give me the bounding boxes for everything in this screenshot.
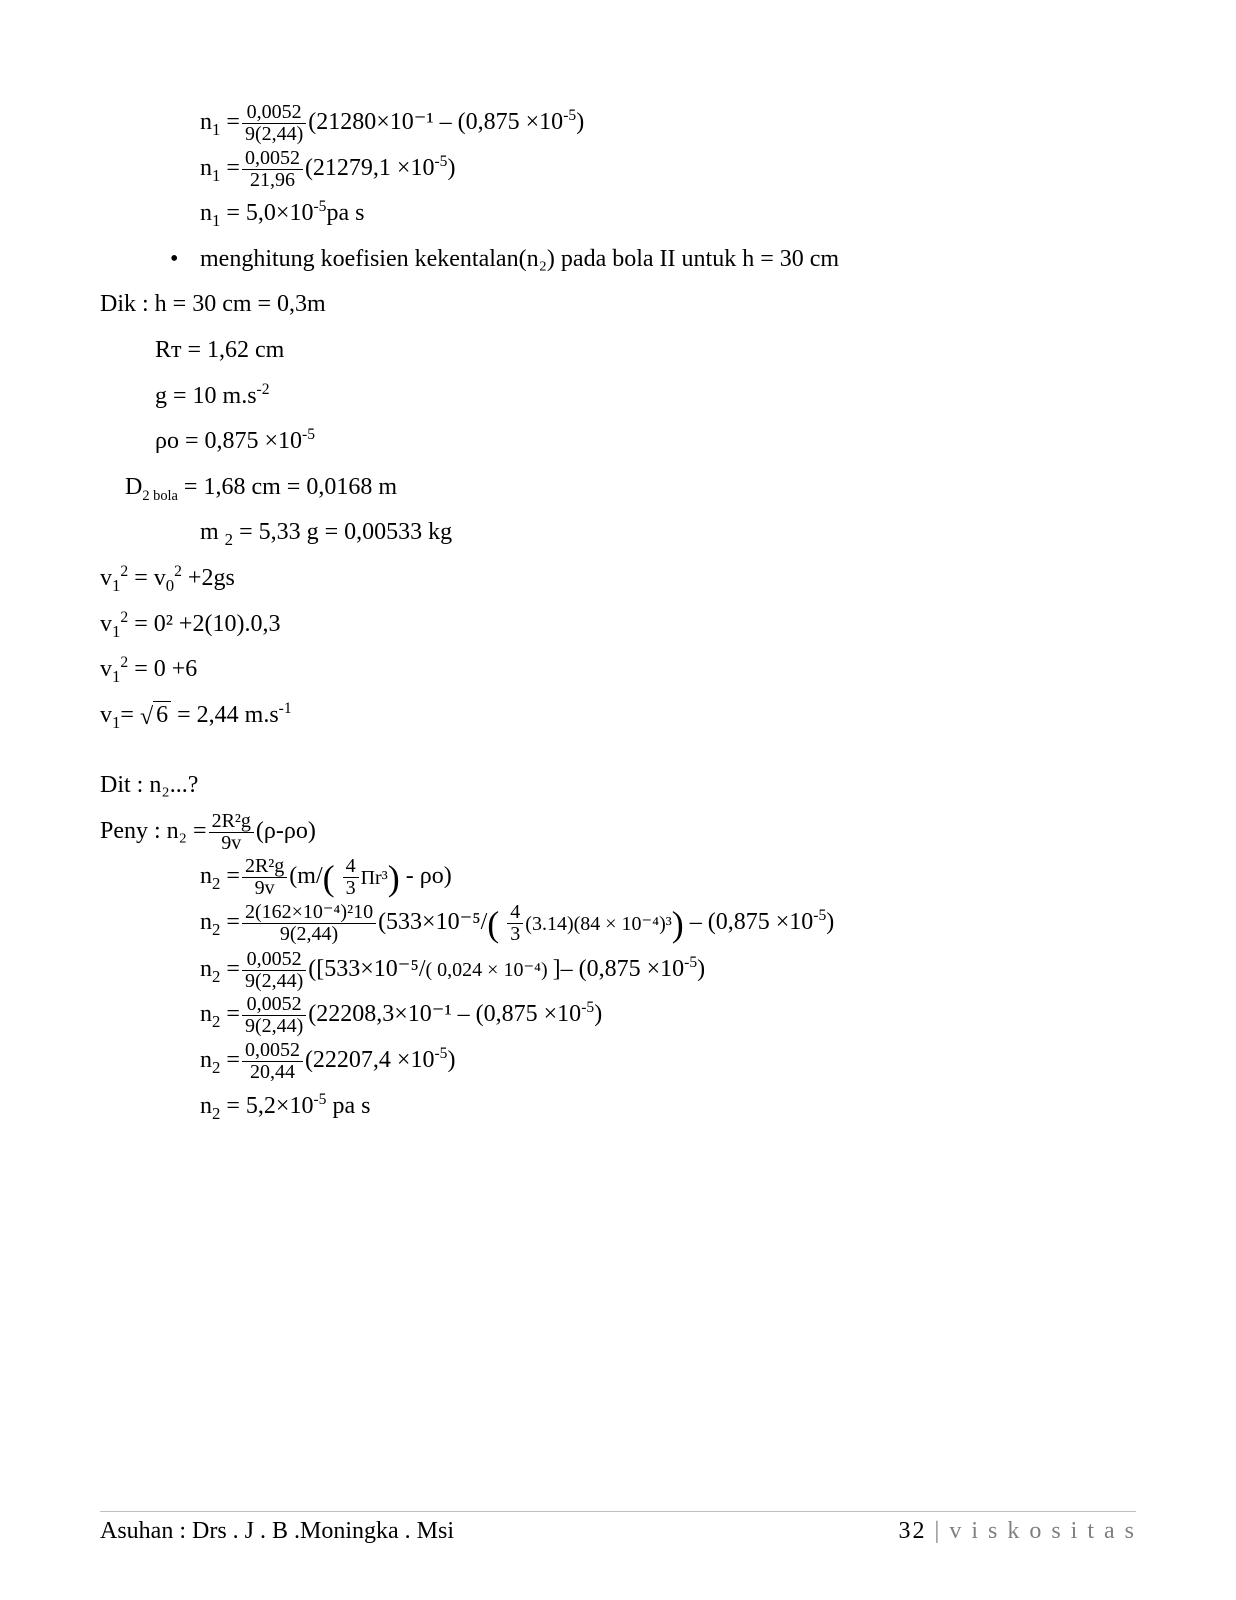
text-line: g = 10 m.s-2 bbox=[100, 374, 1136, 420]
equation-line: n2 = 5,2×10-5 pa s bbox=[100, 1084, 1136, 1130]
eq-text: (3.14)(84 × 10⁻⁴)³ bbox=[525, 905, 671, 943]
fraction-num: 0,0052 bbox=[242, 1040, 303, 1062]
fraction-den: 3 bbox=[507, 924, 523, 945]
text-line: m 2 = 5,33 g = 0,00533 kg bbox=[100, 510, 1136, 556]
fraction-den: 9(2,44) bbox=[242, 124, 306, 145]
equation-line: Peny : n₂ =2R²g9v(ρ-ρo) bbox=[100, 809, 1136, 855]
eq-text: (22208,3×10⁻¹ – (0,875 ×10 bbox=[308, 1001, 581, 1027]
footer-label: | v i s k o s i t a s bbox=[927, 1518, 1136, 1544]
eq-text: ) bbox=[576, 109, 584, 135]
bullet-dot: • bbox=[170, 237, 200, 283]
fraction-den: 20,44 bbox=[242, 1062, 303, 1083]
eq-text: ρo = 0,875 ×10 bbox=[155, 428, 302, 454]
eq-text: ([533×10⁻⁵/ bbox=[308, 956, 425, 982]
exp: -5 bbox=[684, 954, 697, 971]
sqrt: √6 bbox=[140, 693, 171, 739]
equation-line: n1 =0,00529(2,44)(21280×10⁻¹ – (0,875 ×1… bbox=[100, 100, 1136, 146]
equation-line: v12 = v02 +2gs bbox=[100, 556, 1136, 602]
eq-text: = 0 +6 bbox=[134, 656, 197, 682]
fraction-num: 0,0052 bbox=[242, 949, 306, 971]
page-number: 32 bbox=[899, 1518, 927, 1544]
eq-text: (m/ bbox=[289, 863, 322, 889]
fraction-num: 2R²g bbox=[242, 856, 287, 878]
fraction-den: 9(2,44) bbox=[242, 924, 376, 945]
page: n1 =0,00529(2,44)(21280×10⁻¹ – (0,875 ×1… bbox=[0, 0, 1236, 1600]
fraction-den: 9(2,44) bbox=[242, 971, 306, 992]
text-line: Rᴛ = 1,62 cm bbox=[100, 328, 1136, 374]
equation-line: n1 =0,005221,96(21279,1 ×10-5) bbox=[100, 146, 1136, 192]
equation-line: n2 =0,00529(2,44)(22208,3×10⁻¹ – (0,875 … bbox=[100, 992, 1136, 1038]
fraction-num: 4 bbox=[507, 902, 523, 924]
equation-line: v1= √6 = 2,44 m.s-1 bbox=[100, 693, 1136, 739]
eq-text: = 0² +2(10).0,3 bbox=[134, 611, 280, 637]
eq-text: g = 10 m.s bbox=[155, 383, 257, 409]
exp: -5 bbox=[581, 999, 594, 1016]
bullet-text: menghitung koefisien kekentalan(n₂) pada… bbox=[200, 237, 839, 283]
big-paren-group: ( 43Πr³) bbox=[323, 855, 400, 901]
fraction-num: 2R²g bbox=[209, 811, 254, 833]
eq-text: ( 0,024 × 10⁻⁴) bbox=[426, 959, 553, 981]
eq-text: (21280×10⁻¹ – (0,875 ×10 bbox=[308, 109, 563, 135]
text-line: ρo = 0,875 ×10-5 bbox=[100, 419, 1136, 465]
eq-text: ) bbox=[447, 1047, 455, 1073]
bullet-line: • menghitung koefisien kekentalan(n₂) pa… bbox=[100, 237, 1136, 283]
big-paren-group: ( 43(3.14)(84 × 10⁻⁴)³) bbox=[487, 901, 683, 947]
equation-line: v12 = 0 +6 bbox=[100, 647, 1136, 693]
footer-left: Asuhan : Drs . J . B .Moningka . Msi bbox=[100, 1518, 454, 1545]
text-line: Dit : n₂...? bbox=[100, 763, 1136, 809]
equation-line: n2 =2(162×10⁻⁴)²109(2,44)(533×10⁻⁵/( 43(… bbox=[100, 900, 1136, 946]
fraction-den: 3 bbox=[343, 878, 359, 899]
fraction-num: 0,0052 bbox=[242, 994, 306, 1016]
text-line: D2 bola = 1,68 cm = 0,0168 m bbox=[100, 465, 1136, 511]
fraction-den: 9v bbox=[242, 878, 287, 899]
eq-text: (533×10⁻⁵/ bbox=[378, 909, 487, 935]
exp: -2 bbox=[257, 381, 270, 398]
eq-text: ) bbox=[697, 956, 705, 982]
text-line: Dik : h = 30 cm = 0,3m bbox=[100, 282, 1136, 328]
sqrt-val: 6 bbox=[153, 701, 171, 728]
exp: -5 bbox=[302, 426, 315, 443]
exp: -5 bbox=[813, 907, 826, 924]
content: n1 =0,00529(2,44)(21280×10⁻¹ – (0,875 ×1… bbox=[100, 100, 1136, 1129]
eq-text: ) bbox=[447, 155, 455, 181]
fraction-num: 0,0052 bbox=[242, 148, 303, 170]
eq-text: = 5,33 g = 0,00533 kg bbox=[239, 519, 452, 545]
exp: -5 bbox=[434, 1045, 447, 1062]
fraction-den: 21,96 bbox=[242, 170, 303, 191]
eq-text: = 2,44 m.s bbox=[171, 702, 279, 728]
fraction-den: 9(2,44) bbox=[242, 1016, 306, 1037]
eq-text: Πr³ bbox=[361, 859, 388, 897]
fraction-den: 9v bbox=[209, 833, 254, 854]
equation-line: n2 =0,00529(2,44)([533×10⁻⁵/( 0,024 × 10… bbox=[100, 947, 1136, 993]
fraction-num: 4 bbox=[343, 856, 359, 878]
eq-text: Peny : n₂ = bbox=[100, 818, 207, 844]
exp: -5 bbox=[434, 153, 447, 170]
exp: -1 bbox=[279, 700, 292, 717]
eq-text: D bbox=[125, 474, 142, 500]
eq-text: ) bbox=[594, 1001, 602, 1027]
fraction-num: 0,0052 bbox=[242, 102, 306, 124]
equation-line: n2 =2R²g9v(m/( 43Πr³) - ρo) bbox=[100, 854, 1136, 900]
footer-right: 32 | v i s k o s i t a s bbox=[899, 1518, 1136, 1545]
eq-text: ) bbox=[826, 909, 834, 935]
equation-line: n2 =0,005220,44(22207,4 ×10-5) bbox=[100, 1038, 1136, 1084]
sub: 2 bola bbox=[142, 488, 178, 504]
equation-line: v12 = 0² +2(10).0,3 bbox=[100, 602, 1136, 648]
exp: -5 bbox=[563, 107, 576, 124]
eq-text: = 1,68 cm = 0,0168 m bbox=[184, 474, 397, 500]
eq-text: ]– (0,875 ×10 bbox=[553, 956, 685, 982]
equation-line: n1 = 5,0×10-5pa s bbox=[100, 191, 1136, 237]
eq-text: (22207,4 ×10 bbox=[305, 1047, 435, 1073]
sub: 2 bbox=[225, 530, 233, 549]
eq-text: – (0,875 ×10 bbox=[684, 909, 814, 935]
eq-text: (21279,1 ×10 bbox=[305, 155, 435, 181]
eq-text: m bbox=[200, 519, 225, 545]
eq-text: - ρo) bbox=[400, 863, 452, 889]
fraction-num: 2(162×10⁻⁴)²10 bbox=[242, 902, 376, 924]
eq-text: (ρ-ρo) bbox=[256, 818, 316, 844]
footer: Asuhan : Drs . J . B .Moningka . Msi 32 … bbox=[100, 1511, 1136, 1545]
